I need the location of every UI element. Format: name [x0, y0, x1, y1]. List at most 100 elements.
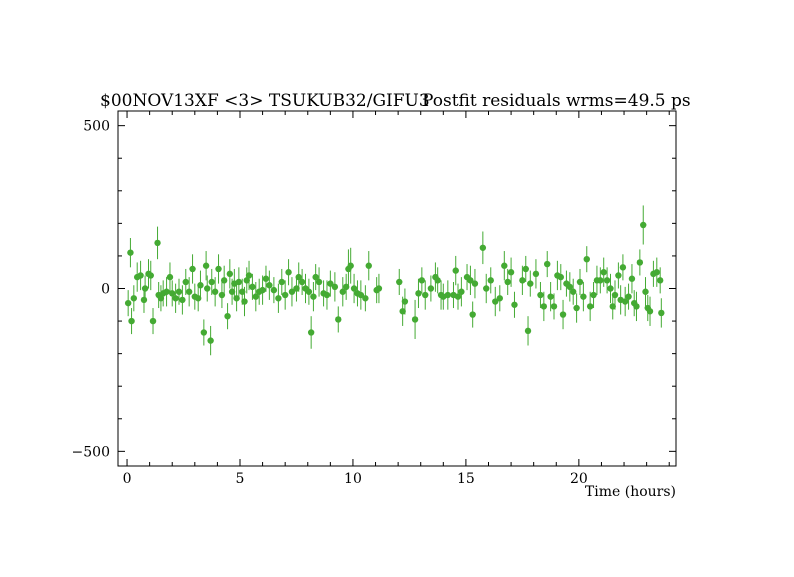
data-point — [458, 288, 465, 295]
data-point — [544, 260, 551, 268]
data-point — [194, 295, 202, 302]
data-point — [603, 277, 611, 284]
data-point — [200, 329, 208, 336]
y-tick-labels: −500 0 500 — [72, 119, 110, 461]
data-point — [185, 288, 193, 295]
data-point — [293, 285, 300, 292]
data-point — [540, 303, 548, 310]
data-points — [124, 205, 665, 356]
data-point — [266, 282, 273, 289]
data-point — [418, 277, 426, 284]
data-point — [619, 264, 627, 271]
data-point — [479, 244, 487, 251]
data-point — [487, 277, 494, 284]
data-point — [327, 280, 334, 287]
data-point — [504, 278, 511, 286]
x-tick-label: 0 — [123, 471, 132, 487]
data-point — [636, 259, 644, 266]
data-point — [140, 296, 148, 304]
data-point — [628, 275, 636, 282]
data-point — [507, 269, 515, 276]
data-point — [524, 327, 532, 335]
data-point — [452, 267, 459, 274]
data-point — [307, 329, 315, 336]
data-point — [590, 291, 597, 299]
data-point — [658, 309, 665, 317]
data-point — [137, 272, 144, 279]
data-point — [211, 288, 219, 295]
data-point — [519, 277, 526, 284]
x-tick-labels: 0 5 10 15 20 — [123, 471, 588, 487]
data-point — [621, 298, 629, 305]
data-point — [239, 288, 246, 295]
data-point — [642, 288, 649, 295]
data-point — [611, 291, 619, 299]
data-point — [444, 291, 452, 299]
data-point — [559, 311, 567, 318]
data-point — [434, 277, 441, 284]
data-point — [128, 317, 135, 325]
data-point — [312, 273, 319, 281]
data-point — [249, 283, 256, 291]
data-point — [315, 278, 323, 286]
chart-title-left: $00NOV13XF <3> TSUKUB32/GIFU3 — [100, 91, 430, 111]
data-point — [401, 298, 409, 305]
data-point — [226, 270, 234, 278]
data-point — [208, 278, 215, 286]
data-point — [399, 308, 406, 315]
data-point — [154, 239, 161, 247]
data-point — [305, 288, 313, 295]
data-point — [597, 277, 604, 284]
data-point — [357, 291, 365, 299]
data-point — [532, 270, 540, 278]
data-point — [375, 285, 383, 292]
x-tick-label: 10 — [344, 471, 362, 487]
data-point — [182, 278, 189, 286]
data-point — [197, 282, 204, 289]
y-tick-label: 500 — [83, 119, 110, 135]
y-tick-label: 0 — [101, 282, 110, 298]
data-point — [609, 303, 616, 310]
data-point — [243, 277, 250, 284]
data-point — [600, 269, 607, 276]
data-point — [218, 291, 226, 299]
data-point — [570, 288, 577, 295]
data-point — [362, 295, 369, 302]
data-point — [586, 303, 594, 310]
data-point — [342, 283, 350, 291]
data-point — [501, 262, 508, 269]
data-point — [471, 280, 479, 287]
data-point — [270, 286, 278, 294]
data-point — [625, 293, 632, 300]
data-point — [492, 298, 499, 305]
data-point — [147, 272, 154, 279]
data-point — [281, 291, 289, 299]
x-axis-label: Time (hours) — [585, 484, 676, 500]
data-point — [215, 265, 222, 273]
data-point — [427, 285, 435, 292]
data-point — [469, 311, 476, 318]
data-point — [483, 285, 490, 292]
data-point — [285, 269, 292, 276]
data-point — [189, 265, 196, 273]
data-point — [295, 273, 302, 281]
data-point — [511, 301, 518, 308]
data-point — [149, 317, 157, 325]
data-point — [454, 293, 462, 300]
data-point — [278, 278, 285, 286]
data-point — [557, 273, 564, 281]
data-point — [656, 277, 664, 284]
data-point — [573, 304, 580, 312]
data-point — [583, 255, 590, 263]
data-point — [288, 288, 296, 295]
data-point — [163, 288, 170, 295]
data-point — [179, 296, 186, 304]
data-point — [127, 249, 134, 256]
data-point — [204, 285, 211, 292]
data-point — [607, 285, 614, 292]
data-point — [157, 295, 165, 302]
data-point — [169, 290, 176, 297]
data-point — [633, 303, 640, 310]
data-point — [415, 290, 422, 297]
